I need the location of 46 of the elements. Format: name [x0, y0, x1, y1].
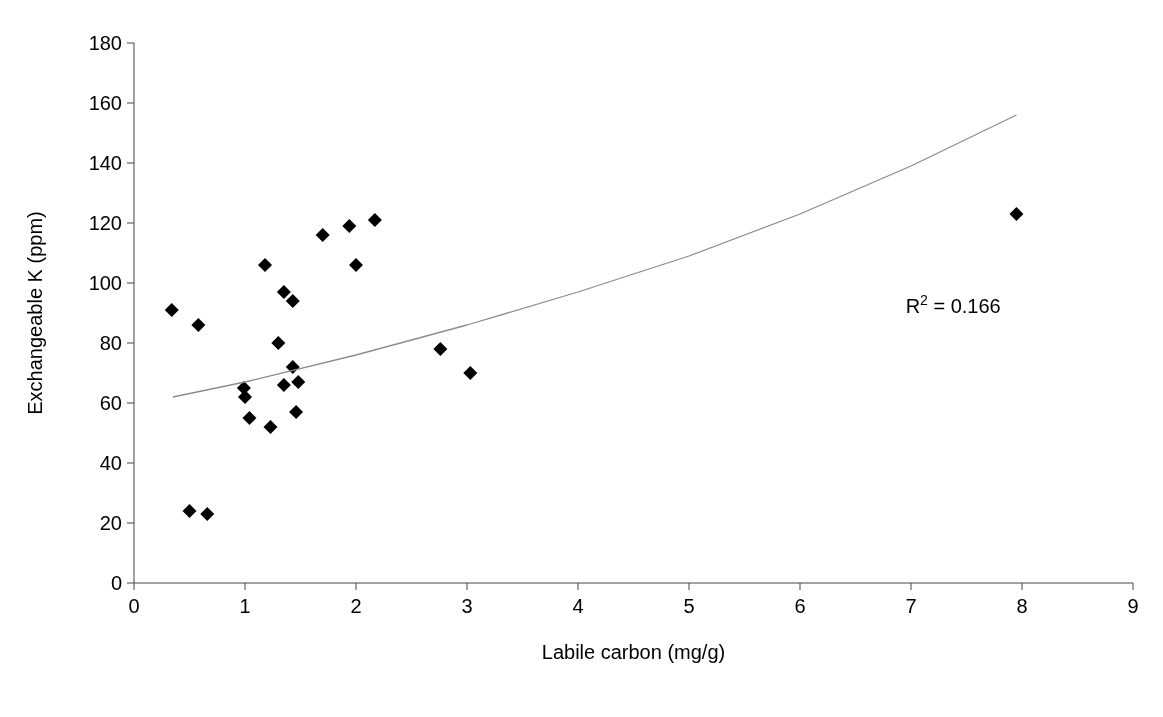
point [271, 336, 286, 350]
x-tick-label: 6 [794, 595, 806, 617]
x-tick-label: 4 [572, 595, 584, 617]
point [367, 213, 382, 227]
point [182, 504, 197, 518]
y-tick-label: 180 [88, 32, 122, 54]
x-tick-label: 2 [350, 595, 362, 617]
point [289, 405, 304, 419]
x-tick-label: 5 [683, 595, 695, 617]
y-axis-title: Exchangeable K (ppm) [24, 211, 46, 415]
point [349, 258, 363, 272]
point [238, 390, 252, 404]
point [257, 258, 272, 272]
y-tick-label: 40 [99, 452, 122, 474]
point [200, 507, 215, 521]
point [291, 375, 306, 389]
point [433, 342, 448, 356]
point [285, 360, 300, 374]
point [242, 411, 257, 425]
point [1009, 207, 1024, 221]
y-tick-label: 60 [99, 392, 122, 414]
line-series [172, 114, 1018, 398]
y-tick-label: 80 [99, 332, 122, 354]
x-tick-label: 0 [128, 595, 140, 617]
x-tick-label: 9 [1127, 595, 1139, 617]
x-tick-label: 1 [239, 595, 251, 617]
point [164, 303, 179, 317]
x-tick-label: 8 [1016, 595, 1028, 617]
y-tick-label: 140 [88, 152, 122, 174]
point [315, 228, 330, 242]
y-tick-label: 100 [88, 272, 122, 294]
x-tick-label: 3 [461, 595, 473, 617]
point [276, 378, 291, 392]
point [263, 420, 278, 434]
point [342, 219, 357, 233]
y-tick-label: 20 [99, 512, 122, 534]
point [285, 294, 300, 308]
x-axis-title: Labile carbon (mg/g) [541, 641, 726, 663]
point [276, 285, 291, 299]
y-tick-label: 120 [88, 212, 122, 234]
y-tick-label: 0 [110, 572, 122, 594]
x-tick-label: 7 [905, 595, 917, 617]
point [463, 366, 478, 380]
y-tick-label: 160 [88, 92, 122, 114]
point [191, 318, 206, 332]
annotation: R$^{2}$ = 0.166 [905, 292, 1001, 317]
